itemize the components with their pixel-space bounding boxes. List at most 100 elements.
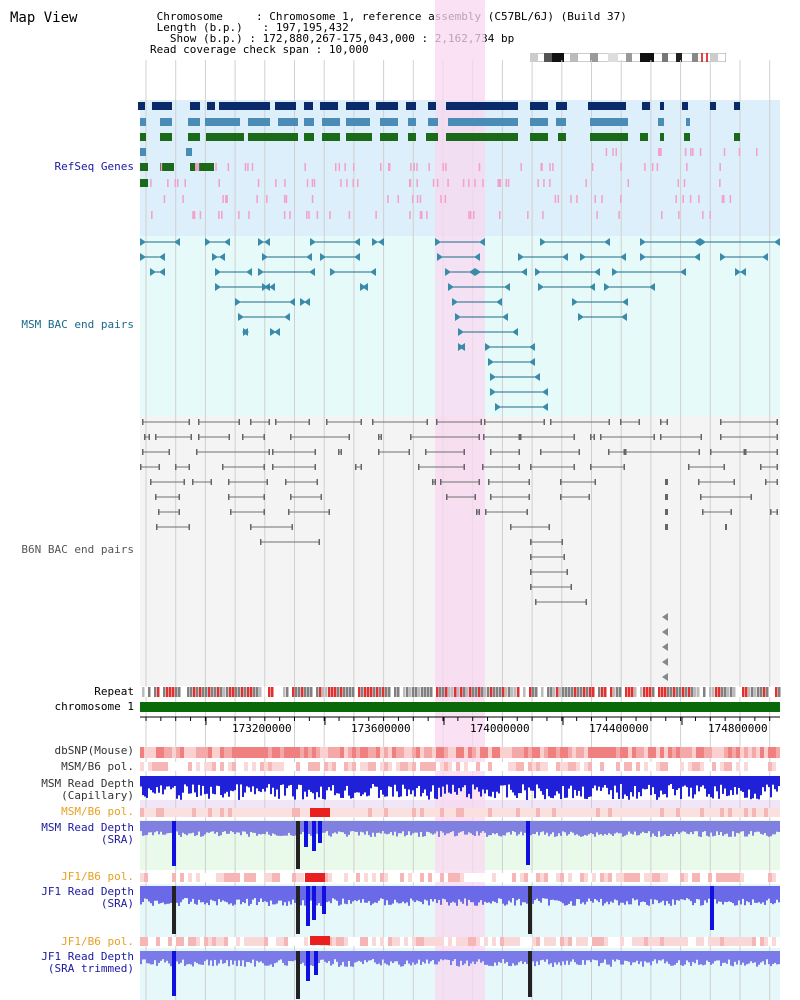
refseq-gene (207, 102, 215, 110)
msm-depth-sra-bar (558, 821, 560, 834)
b6n-bac-end (600, 434, 602, 440)
track-label-msm-bac[interactable]: MSM BAC end pairs (21, 318, 134, 331)
track-label-msm-b6-pol-sra[interactable]: MSM/B6 pol. (61, 805, 134, 818)
refseq-small-feature (462, 179, 465, 187)
track-label-msm-depth-sra[interactable]: MSM Read Depth (SRA) (41, 821, 134, 846)
refseq-small-feature (721, 195, 724, 203)
msm-depth-sra-bar (542, 821, 544, 832)
jf1-b6-pol-cell (748, 937, 752, 946)
jf1-b6-pol-cell (776, 937, 780, 946)
msm-b6-pol-cell (676, 808, 680, 817)
repeat-element (562, 687, 565, 697)
jf1-depth-sra-bar (182, 886, 184, 900)
track-label-msm-depth-capillary[interactable]: MSM Read Depth (Capillary) (41, 777, 134, 802)
msm-depth-capillary-bar (280, 776, 282, 786)
msm-depth-capillary-bar (760, 776, 762, 796)
msm-depth-capillary-bar (738, 776, 740, 788)
msm-depth-capillary-bar (286, 776, 288, 789)
msm-bac-end (458, 343, 464, 351)
jf1-depth-sra-bar (762, 886, 764, 903)
msm-depth-sra-bar (152, 821, 154, 836)
refseq-small-feature (738, 148, 741, 156)
jf1-depth-sra-bar (482, 886, 484, 905)
msm-bac-end (469, 268, 475, 276)
msm-bac-end (212, 253, 218, 261)
track-label-refseq[interactable]: RefSeq Genes (54, 160, 134, 173)
b6n-bac-end (476, 509, 478, 515)
b6n-bac-end (355, 464, 357, 470)
jf1-b6-pol-cell (340, 937, 344, 946)
jf1-depth-sra-bar (296, 886, 298, 903)
repeat-element (313, 687, 316, 697)
jf1-depth-sra-bar (432, 886, 434, 902)
jf1-depth-trimmed-bar (252, 951, 254, 960)
repeat-element (544, 687, 547, 697)
jf1-depth-trimmed-bar (762, 951, 764, 962)
jf1-depth-sra-bar (346, 886, 348, 905)
msm-depth-capillary-bar (624, 776, 626, 795)
jf1-depth-trimmed-bar (446, 951, 448, 960)
jf1-b6-pol-cell (588, 873, 592, 882)
jf1-depth-trimmed-bar (526, 951, 528, 964)
repeat-element (589, 687, 592, 697)
repeat-element (304, 687, 307, 697)
track-label-dbsnp[interactable]: dbSNP(Mouse) (54, 744, 134, 757)
chromosome-ideogram[interactable] (530, 53, 726, 62)
jf1-b6-pol-cell (500, 937, 504, 946)
b6n-bac-end (440, 479, 442, 485)
jf1-b6-pol-cell (428, 873, 432, 882)
jf1-depth-trimmed-bar (556, 951, 558, 965)
refseq-small-feature (554, 195, 557, 203)
msm-depth-sra-bar (192, 821, 194, 833)
track-label-chromosome[interactable]: chromosome 1 (54, 700, 134, 713)
track-label-msm-b6-pol[interactable]: MSM/B6 pol. (61, 760, 134, 773)
jf1-depth-sra-bar (366, 886, 368, 903)
track-label-jf1-b6-pol[interactable]: JF1/B6 pol. (61, 870, 134, 883)
jf1-b6-pol-cell (256, 873, 260, 882)
jf1-b6-pol-cell (444, 873, 448, 882)
track-label-jf1-depth-trimmed[interactable]: JF1 Read Depth (SRA trimmed) (41, 950, 134, 975)
msm-depth-capillary-bar (442, 776, 444, 787)
msm-depth-capillary-bar (574, 776, 576, 790)
b6n-bac-end (314, 464, 316, 470)
msm-depth-sra-bar (316, 821, 318, 834)
dbsnp-cell (480, 747, 484, 758)
msm-b6-pol-cell (636, 762, 640, 771)
jf1-b6-pol-cell (360, 873, 364, 882)
jf1-depth-trimmed-bar (372, 951, 374, 960)
jf1-depth-trimmed-bar (162, 951, 164, 960)
jf1-depth-sra-bar (174, 886, 176, 900)
repeat-element (454, 687, 457, 697)
repeat-element (502, 687, 505, 697)
jf1-depth-sra-bar (518, 886, 520, 899)
msm-depth-capillary-bar (270, 776, 272, 795)
jf1-depth-sra-bar (610, 886, 612, 902)
msm-b6-pol-cell (276, 762, 280, 771)
msm-b6-pol-cell (148, 762, 152, 771)
refseq-small-feature (346, 179, 348, 187)
jf1-b6-pol-cell (192, 937, 196, 946)
track-label-jf1-depth-sra[interactable]: JF1 Read Depth (SRA) (41, 885, 134, 910)
track-label-jf1-b6-pol-trimmed[interactable]: JF1/B6 pol. (61, 935, 134, 948)
refseq-small-feature (543, 179, 545, 187)
track-label-b6n-bac[interactable]: B6N BAC end pairs (21, 543, 134, 556)
msm-b6-pol-cell (244, 808, 248, 817)
track-label-repeat[interactable]: Repeat (94, 685, 134, 698)
refseq-small-feature (709, 211, 711, 219)
msm-bac-end (540, 238, 546, 246)
b6n-bac-end (660, 419, 662, 425)
b6n-bac-end (776, 449, 778, 455)
msm-depth-sra-bar (566, 821, 568, 836)
msm-depth-capillary-bar (632, 776, 634, 797)
msm-depth-capillary-bar (230, 776, 232, 791)
repeat-element (331, 687, 334, 697)
msm-bac-end (300, 298, 306, 306)
jf1-b6-pol-cell (280, 937, 284, 946)
b6n-bac-end (688, 464, 690, 470)
msm-depth-capillary-bar (348, 776, 350, 796)
dbsnp-cell (148, 747, 152, 758)
msm-depth-sra-bar (594, 821, 596, 837)
jf1-b6-pol-cell (364, 873, 368, 882)
jf1-depth-sra-bar (660, 886, 662, 903)
